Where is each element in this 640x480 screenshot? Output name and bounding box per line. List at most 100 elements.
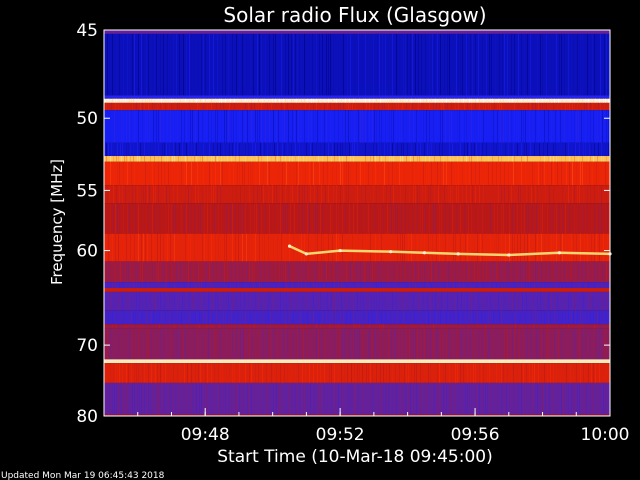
heatmap-streak xyxy=(126,156,127,162)
heatmap-streak xyxy=(323,233,324,262)
heatmap-streak xyxy=(265,261,266,283)
heatmap-streak xyxy=(299,261,300,283)
heatmap-streak xyxy=(158,110,159,143)
heatmap-streak xyxy=(239,382,240,415)
heatmap-streak xyxy=(334,98,335,103)
heatmap-streak xyxy=(496,328,497,360)
heatmap-streak xyxy=(558,98,559,103)
heatmap-streak xyxy=(109,382,110,415)
heatmap-streak xyxy=(403,382,404,415)
heatmap-streak xyxy=(380,98,381,103)
heatmap-streak xyxy=(286,291,287,311)
heatmap-streak xyxy=(483,110,484,143)
heatmap-streak xyxy=(417,142,418,157)
heatmap-streak xyxy=(469,142,470,157)
heatmap-streak xyxy=(457,233,458,262)
heatmap-streak xyxy=(511,363,512,383)
heatmap-streak xyxy=(318,98,319,103)
heatmap-streak xyxy=(369,98,370,103)
heatmap-streak xyxy=(291,98,292,103)
heatmap-streak xyxy=(585,142,586,157)
heatmap-streak xyxy=(271,203,272,234)
heatmap-streak xyxy=(178,382,179,415)
heatmap-streak xyxy=(207,382,208,415)
heatmap-streak xyxy=(396,102,397,111)
heatmap-streak xyxy=(202,110,203,143)
heatmap-streak xyxy=(212,324,213,329)
heatmap-streak xyxy=(540,110,541,143)
heatmap-streak xyxy=(215,110,216,143)
heatmap-streak xyxy=(585,98,586,103)
heatmap-streak xyxy=(119,33,120,96)
heatmap-streak xyxy=(591,261,592,283)
heatmap-streak xyxy=(478,324,479,329)
heatmap-streak xyxy=(238,282,239,289)
heatmap-streak xyxy=(588,324,589,329)
heatmap-streak xyxy=(247,156,248,162)
heatmap-streak xyxy=(249,282,250,289)
heatmap-streak xyxy=(130,142,131,157)
heatmap-streak xyxy=(420,328,421,360)
heatmap-streak xyxy=(125,33,126,96)
heatmap-streak xyxy=(515,324,516,329)
heatmap-streak xyxy=(499,33,500,96)
heatmap-streak xyxy=(268,324,269,329)
heatmap-streak xyxy=(430,310,431,325)
heatmap-streak xyxy=(151,98,152,103)
heatmap-streak xyxy=(524,185,525,204)
heatmap-streak xyxy=(371,324,372,329)
heatmap-streak xyxy=(340,310,341,325)
heatmap-streak xyxy=(540,156,541,162)
heatmap-streak xyxy=(329,261,330,283)
heatmap-streak xyxy=(567,110,568,143)
heatmap-streak xyxy=(293,102,294,111)
heatmap-streak xyxy=(213,33,214,96)
heatmap-streak xyxy=(409,261,410,283)
heatmap-streak xyxy=(291,291,292,311)
heatmap-streak xyxy=(427,261,428,283)
heatmap-streak xyxy=(487,382,488,415)
heatmap-streak xyxy=(228,291,229,311)
heatmap-streak xyxy=(326,363,327,383)
heatmap-streak xyxy=(357,291,358,311)
heatmap-streak xyxy=(349,98,350,103)
heatmap-streak xyxy=(458,102,459,111)
heatmap-streak xyxy=(220,33,221,96)
heatmap-streak xyxy=(413,110,414,143)
heatmap-streak xyxy=(142,98,143,103)
heatmap-streak xyxy=(332,142,333,157)
heatmap-streak xyxy=(338,382,339,415)
heatmap-streak xyxy=(173,110,174,143)
heatmap-streak xyxy=(128,363,129,383)
heatmap-streak xyxy=(211,282,212,289)
heatmap-streak xyxy=(517,282,518,289)
heatmap-streak xyxy=(158,382,159,415)
heatmap-streak xyxy=(497,203,498,234)
heatmap-streak xyxy=(331,328,332,360)
heatmap-streak xyxy=(403,33,404,96)
heatmap-streak xyxy=(207,142,208,157)
heatmap-streak xyxy=(244,185,245,204)
heatmap-streak xyxy=(418,98,419,103)
heatmap-streak xyxy=(169,310,170,325)
heatmap-streak xyxy=(428,185,429,204)
heatmap-streak xyxy=(532,363,533,383)
heatmap-streak xyxy=(328,233,329,262)
heatmap-streak xyxy=(383,382,384,415)
heatmap-streak xyxy=(449,33,450,96)
heatmap-streak xyxy=(143,33,144,96)
heatmap-streak xyxy=(229,363,230,383)
heatmap-streak xyxy=(123,110,124,143)
heatmap-streak xyxy=(531,324,532,329)
heatmap-streak xyxy=(348,185,349,204)
heatmap-streak xyxy=(563,203,564,234)
heatmap-streak xyxy=(189,291,190,311)
heatmap-streak xyxy=(224,203,225,234)
heatmap-streak xyxy=(153,110,154,143)
heatmap-streak xyxy=(387,282,388,289)
heatmap-streak xyxy=(421,233,422,262)
heatmap-streak xyxy=(472,233,473,262)
heatmap-streak xyxy=(334,328,335,360)
heatmap-streak xyxy=(194,282,195,289)
heatmap-streak xyxy=(424,282,425,289)
